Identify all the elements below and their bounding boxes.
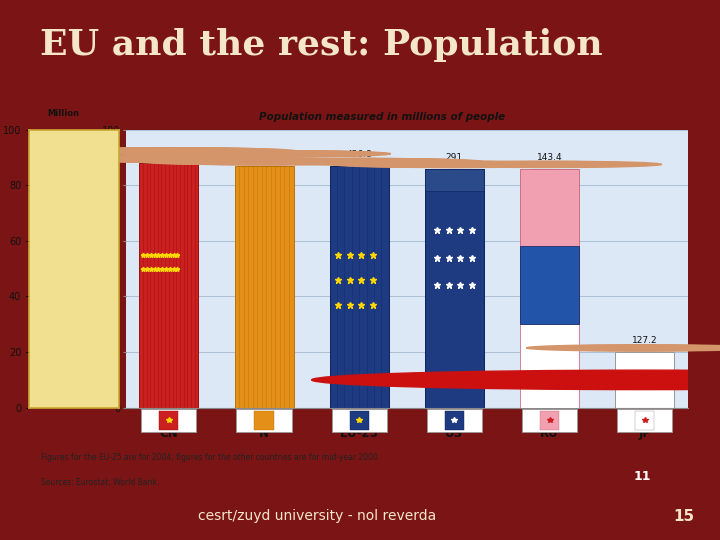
FancyBboxPatch shape <box>427 409 482 432</box>
Circle shape <box>265 159 474 165</box>
Bar <box>616 352 674 408</box>
Circle shape <box>166 151 375 157</box>
FancyBboxPatch shape <box>141 409 197 432</box>
Circle shape <box>170 159 379 165</box>
Text: 143.4: 143.4 <box>537 153 562 161</box>
Circle shape <box>431 161 641 167</box>
Text: 1 288.4: 1 288.4 <box>152 147 186 156</box>
Bar <box>520 246 579 324</box>
Circle shape <box>56 156 266 162</box>
Circle shape <box>312 370 720 390</box>
Bar <box>330 166 389 408</box>
Bar <box>235 166 294 408</box>
FancyBboxPatch shape <box>349 411 369 429</box>
Circle shape <box>70 156 279 162</box>
Circle shape <box>73 148 282 154</box>
Text: 127.2: 127.2 <box>632 336 657 345</box>
Circle shape <box>86 148 296 154</box>
Circle shape <box>257 159 467 165</box>
FancyBboxPatch shape <box>522 409 577 432</box>
Circle shape <box>139 159 348 165</box>
Text: 456.8: 456.8 <box>346 150 372 159</box>
FancyBboxPatch shape <box>617 409 672 432</box>
Text: cesrt/zuyd university - nol reverda: cesrt/zuyd university - nol reverda <box>198 509 436 523</box>
Circle shape <box>177 159 387 165</box>
Text: 1 064.4: 1 064.4 <box>247 150 281 159</box>
Circle shape <box>174 151 383 157</box>
Circle shape <box>83 156 292 162</box>
Circle shape <box>331 161 541 167</box>
Text: EU and the rest: Population: EU and the rest: Population <box>40 29 603 62</box>
Circle shape <box>250 159 459 165</box>
Circle shape <box>150 151 360 157</box>
Bar <box>425 168 484 408</box>
Circle shape <box>154 159 364 165</box>
FancyBboxPatch shape <box>254 411 274 429</box>
Text: Figures for the EU-25 are for 2004; figures for the other countries are for mid-: Figures for the EU-25 are for 2004; figu… <box>42 453 381 462</box>
FancyBboxPatch shape <box>159 411 179 429</box>
Circle shape <box>242 159 451 165</box>
Circle shape <box>63 156 273 162</box>
Circle shape <box>181 151 391 157</box>
Circle shape <box>53 148 263 154</box>
Text: Sources: Eurostat; World Bank.: Sources: Eurostat; World Bank. <box>42 478 160 487</box>
Circle shape <box>365 161 575 167</box>
Circle shape <box>66 148 276 154</box>
Circle shape <box>47 148 256 154</box>
Text: 15: 15 <box>673 509 695 524</box>
Circle shape <box>147 159 356 165</box>
Bar <box>140 163 198 408</box>
Circle shape <box>60 148 269 154</box>
Circle shape <box>76 156 286 162</box>
FancyBboxPatch shape <box>445 411 464 429</box>
Circle shape <box>526 345 720 351</box>
Bar <box>520 168 579 408</box>
Circle shape <box>234 159 444 165</box>
Circle shape <box>158 151 368 157</box>
Circle shape <box>162 159 372 165</box>
Circle shape <box>354 161 563 167</box>
FancyBboxPatch shape <box>540 411 559 429</box>
Circle shape <box>43 156 253 162</box>
Circle shape <box>143 151 352 157</box>
Text: 11: 11 <box>634 470 652 483</box>
FancyBboxPatch shape <box>635 411 654 429</box>
Circle shape <box>80 148 289 154</box>
Circle shape <box>547 345 720 351</box>
Circle shape <box>273 159 482 165</box>
Text: Million: Million <box>47 110 79 118</box>
FancyBboxPatch shape <box>332 409 387 432</box>
Circle shape <box>452 161 662 167</box>
Circle shape <box>343 161 552 167</box>
Bar <box>520 324 579 408</box>
Circle shape <box>50 156 259 162</box>
Bar <box>425 168 484 191</box>
Text: Population measured in millions of people: Population measured in millions of peopl… <box>258 112 505 123</box>
FancyBboxPatch shape <box>236 409 292 432</box>
Text: 291: 291 <box>446 153 463 161</box>
